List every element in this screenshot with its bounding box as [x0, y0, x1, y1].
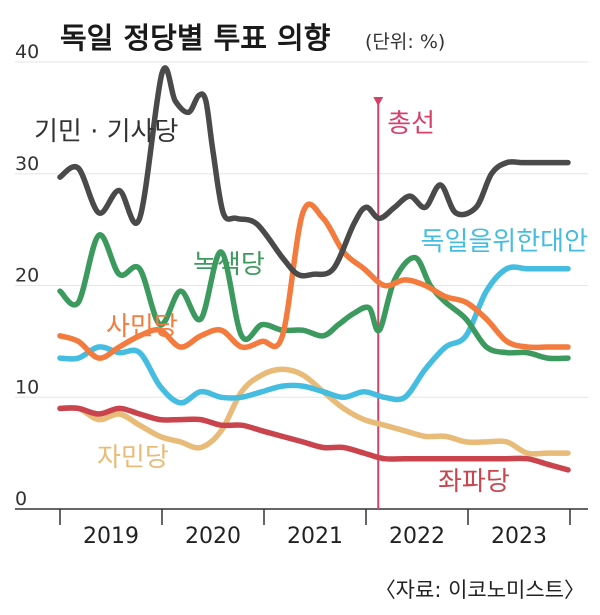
- series-label-left: 좌파당: [438, 467, 510, 497]
- chart-title: 독일 정당별 투표 의향: [60, 21, 331, 55]
- x-tick-2022: 2022: [389, 524, 445, 549]
- series-label-afd: 독일을위한대안: [421, 227, 588, 257]
- series-line-left: [57, 405, 571, 473]
- y-tick-10: 10: [15, 376, 39, 398]
- source-note: 〈자료: 이코노미스트〉: [375, 578, 585, 602]
- series-label-fdp: 자민당: [97, 443, 169, 473]
- series-label-cdu-csu: 기민 · 기사당: [34, 117, 178, 147]
- series-label-spd: 사민당: [106, 312, 178, 342]
- x-tick-2019: 2019: [83, 524, 139, 549]
- x-tick-2020: 2020: [185, 524, 241, 549]
- x-axis: 2019 2020 2021 2022 2023: [15, 508, 588, 549]
- series-line-spd: [57, 201, 571, 361]
- election-label: 총선: [387, 109, 435, 139]
- election-marker: 총선: [373, 97, 435, 509]
- unit-label: (단위: %): [365, 31, 445, 53]
- series-line-cdu-csu: [57, 65, 571, 279]
- series-line-fdp: [57, 366, 571, 457]
- y-tick-40: 40: [15, 41, 39, 63]
- y-tick-30: 30: [15, 153, 39, 175]
- series-line-greens: [57, 232, 571, 362]
- series-line-afd: [57, 264, 571, 406]
- series-lines: [57, 65, 571, 473]
- series-label-greens: 녹색당: [193, 250, 265, 280]
- y-tick-0: 0: [15, 488, 27, 510]
- x-tick-2021: 2021: [287, 524, 343, 549]
- y-tick-20: 20: [15, 265, 39, 287]
- x-tick-2023: 2023: [491, 524, 547, 549]
- election-arrow: [373, 97, 384, 106]
